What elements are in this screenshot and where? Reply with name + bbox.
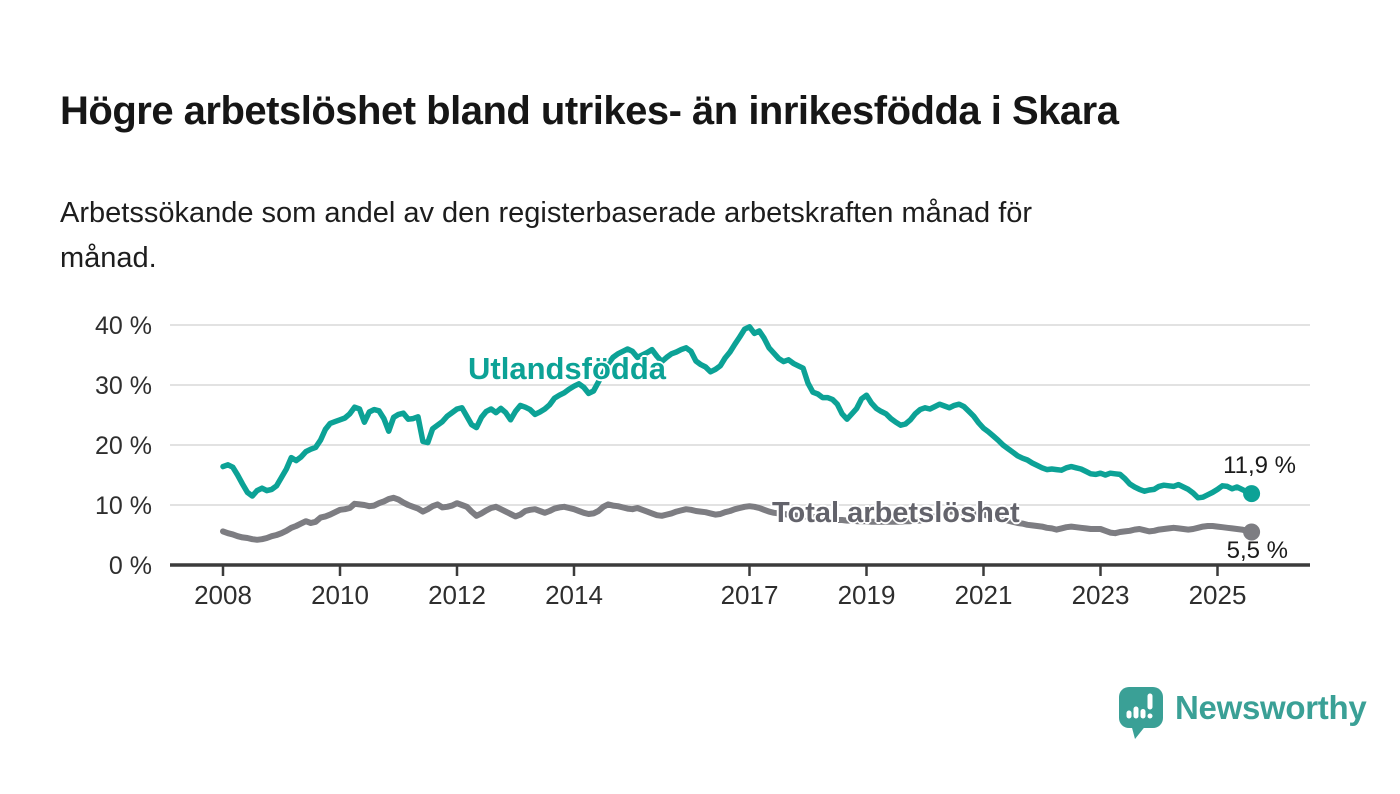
series-line-1: [220, 494, 1255, 543]
x-axis-tick-label: 2012: [428, 580, 486, 610]
page-subtitle: Arbetssökande som andel av den registerb…: [60, 191, 1320, 281]
y-axis-tick-label: 20 %: [95, 432, 152, 460]
series-end-dot-1: [1243, 523, 1261, 541]
series-end-dot-0: [1243, 485, 1261, 503]
subtitle-line-2: månad.: [60, 242, 157, 274]
y-axis-tick-label: 0 %: [109, 552, 152, 580]
x-axis-tick-label: 2010: [311, 580, 369, 610]
x-axis-tick-label: 2014: [545, 580, 603, 610]
x-axis-tick-label: 2023: [1072, 580, 1130, 610]
end-value-label-total-arbetsloshet: 5,5 %: [1226, 537, 1288, 564]
line-chart: 0 % 10 % 20 % 30 % 40 % 2008 2010 2012 2014 2017 2…: [95, 312, 1310, 610]
end-value-label-utlandsfodda: 11,9 %: [1223, 452, 1296, 479]
subtitle-line-1: Arbetssökande som andel av den registerb…: [60, 197, 1033, 229]
newsworthy-logo: Newsworthy: [1118, 686, 1367, 739]
series-label-total-arbetsloshet: Total arbetslöshet: [772, 497, 1020, 529]
y-axis-tick-label: 10 %: [95, 492, 152, 520]
speech-bubble-bar-chart-icon: [1119, 687, 1163, 739]
brand-name: Newsworthy: [1175, 689, 1367, 726]
y-axis-tick-label: 40 %: [95, 312, 152, 340]
page-title: Högre arbetslöshet bland utrikes- än inr…: [60, 88, 1119, 133]
x-axis-tick-label: 2017: [721, 580, 779, 610]
x-axis-tick-label: 2025: [1189, 580, 1247, 610]
x-axis-tick-label: 2019: [838, 580, 896, 610]
series-label-utlandsfodda: Utlandsfödda: [468, 351, 667, 386]
x-axis-tick-label: 2021: [955, 580, 1013, 610]
y-axis-tick-label: 30 %: [95, 372, 152, 400]
series-line-0: [220, 324, 1255, 501]
x-axis-tick-label: 2008: [194, 580, 252, 610]
